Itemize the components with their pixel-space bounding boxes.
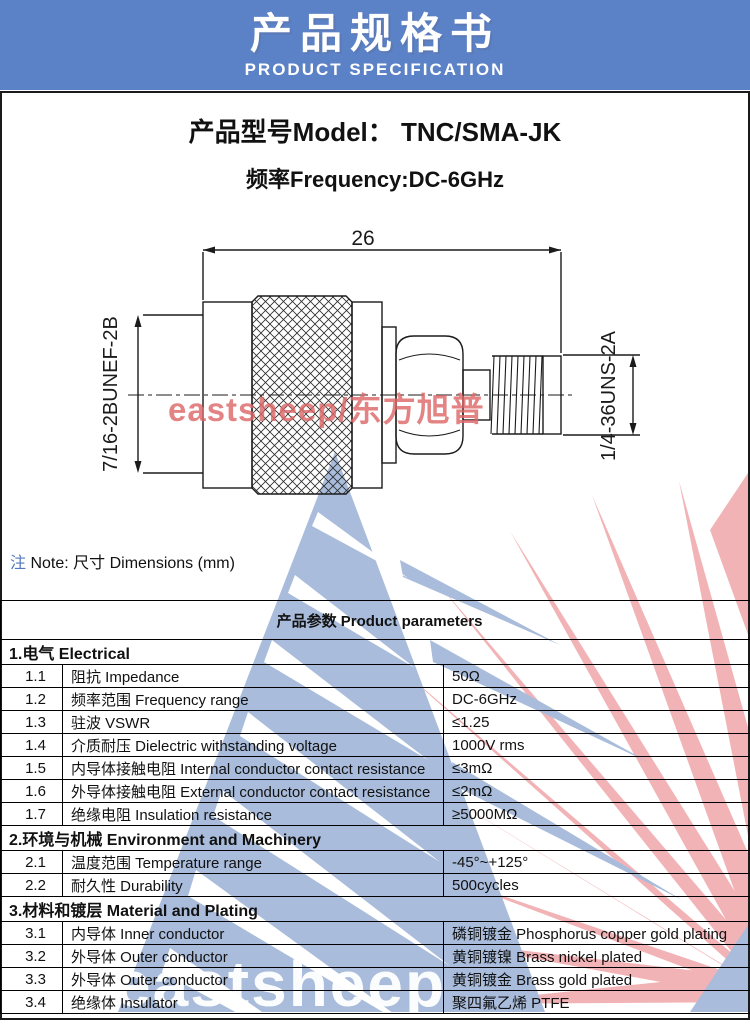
row-value: 1000V rms	[442, 733, 750, 757]
row-label: 驻波 VSWR	[62, 710, 444, 734]
row-value: ≤2mΩ	[442, 779, 750, 803]
row-value: ≤3mΩ	[442, 756, 750, 780]
row-label: 内导体接触电阻 Internal conductor contact resis…	[62, 756, 444, 780]
table-row: 1.3 驻波 VSWR ≤1.25	[0, 710, 750, 734]
hex-nut	[395, 335, 464, 455]
sma-thread	[490, 355, 543, 435]
row-number: 1.1	[0, 664, 63, 688]
row-value: 500cycles	[442, 873, 750, 897]
section-title: 3.材料和镀层 Material and Plating	[0, 896, 750, 922]
model-label: 产品型号Model：	[188, 117, 394, 147]
table-row: 1.2 频率范围 Frequency range DC-6GHz	[0, 687, 750, 711]
row-number: 3.3	[0, 967, 63, 991]
params-header: 产品参数 Product parameters	[0, 600, 750, 640]
row-label: 阻抗 Impedance	[62, 664, 444, 688]
frequency-line: 频率Frequency:DC-6GHz	[246, 167, 504, 192]
row-value: 黄铜镀金 Brass gold plated	[442, 967, 750, 991]
section-header-row: 1.电气 Electrical	[0, 639, 750, 665]
row-label: 绝缘电阻 Insulation resistance	[62, 802, 444, 826]
row-number: 2.2	[0, 873, 63, 897]
row-value: -45°~+125°	[442, 850, 750, 874]
section-title: 2.环境与机械 Environment and Machinery	[0, 825, 750, 851]
table-row: 3.1 内导体 Inner conductor 磷铜镀金 Phosphorus co…	[0, 921, 750, 945]
row-label: 外导体 Outer conductor	[62, 967, 444, 991]
row-number: 1.7	[0, 802, 63, 826]
table-row: 1.5 内导体接触电阻 Internal conductor contact re…	[0, 756, 750, 780]
params-table-body: 产品参数 Product parameters 1.电气 Electrical 1…	[0, 600, 750, 1014]
row-value: 50Ω	[442, 664, 750, 688]
row-label: 内导体 Inner conductor	[62, 921, 444, 945]
row-number: 3.1	[0, 921, 63, 945]
table-row: 1.4 介质耐压 Dielectric withstanding voltage 1…	[0, 733, 750, 757]
table-row: 1.7 绝缘电阻 Insulation resistance ≥5000MΩ	[0, 802, 750, 826]
section-header-row: 2.环境与机械 Environment and Machinery	[0, 825, 750, 851]
header-banner: 产品规格书 PRODUCT SPECIFICATION	[0, 0, 750, 90]
row-number: 3.2	[0, 944, 63, 968]
row-value: 聚四氟乙烯 PTFE	[442, 990, 750, 1014]
row-label: 外导体接触电阻 External conductor contact resis…	[62, 779, 444, 803]
overall-length-dim: 26	[351, 227, 374, 250]
row-label: 外导体 Outer conductor	[62, 944, 444, 968]
row-number: 2.1	[0, 850, 63, 874]
row-number: 1.2	[0, 687, 63, 711]
note-text: Note: 尺寸 Dimensions (mm)	[26, 555, 235, 572]
note-prefix: 注	[10, 555, 27, 572]
row-label: 温度范围 Temperature range	[62, 850, 444, 874]
model-value: TNC/SMA-JK	[401, 117, 562, 147]
left-thread-label: 7/16-2BUNEF-2B	[100, 316, 122, 472]
table-row: 3.2 外导体 Outer conductor 黄铜镀镍 Brass nickel …	[0, 944, 750, 968]
connector-drawing: 26 7/16-2BUNEF-2B 1/4-36UNS-2A	[100, 227, 640, 495]
diagonal-watermark-text: eastsheep/东方旭普	[168, 391, 485, 428]
row-label: 频率范围 Frequency range	[62, 687, 444, 711]
document-title: 产品规格书	[249, 10, 500, 57]
row-number: 1.5	[0, 756, 63, 780]
table-row: 1.6 外导体接触电阻 External conductor contact re…	[0, 779, 750, 803]
table-row: 3.3 外导体 Outer conductor 黄铜镀金 Brass gold pl…	[0, 967, 750, 991]
params-header-row: 产品参数 Product parameters	[0, 600, 750, 640]
table-row: 2.1 温度范围 Temperature range -45°~+125°	[0, 850, 750, 874]
section-title: 1.电气 Electrical	[0, 639, 750, 665]
row-value: 黄铜镀镍 Brass nickel plated	[442, 944, 750, 968]
row-value: 磷铜镀金 Phosphorus copper gold plating	[442, 921, 750, 945]
right-thread-label: 1/4-36UNS-2A	[598, 330, 620, 461]
row-number: 1.3	[0, 710, 63, 734]
section-header-row: 3.材料和镀层 Material and Plating	[0, 896, 750, 922]
row-number: 1.4	[0, 733, 63, 757]
row-number: 3.4	[0, 990, 63, 1014]
row-label: 绝缘体 Insulator	[62, 990, 444, 1014]
document-subtitle: PRODUCT SPECIFICATION	[244, 60, 506, 79]
table-row: 2.2 耐久性 Durability 500cycles	[0, 873, 750, 897]
row-label: 介质耐压 Dielectric withstanding voltage	[62, 733, 444, 757]
row-label: 耐久性 Durability	[62, 873, 444, 897]
row-value: DC-6GHz	[442, 687, 750, 711]
row-value: ≥5000MΩ	[442, 802, 750, 826]
row-value: ≤1.25	[442, 710, 750, 734]
row-number: 1.6	[0, 779, 63, 803]
table-row: 3.4 绝缘体 Insulator 聚四氟乙烯 PTFE	[0, 990, 750, 1014]
product-parameters-table: 产品参数 Product parameters 1.电气 Electrical 1…	[0, 600, 750, 1014]
product-model-line: 产品型号Model： TNC/SMA-JK	[0, 112, 750, 149]
table-row: 1.1 阻抗 Impedance 50Ω	[0, 664, 750, 688]
dimension-note: 注 Note: 尺寸 Dimensions (mm)	[10, 549, 235, 573]
